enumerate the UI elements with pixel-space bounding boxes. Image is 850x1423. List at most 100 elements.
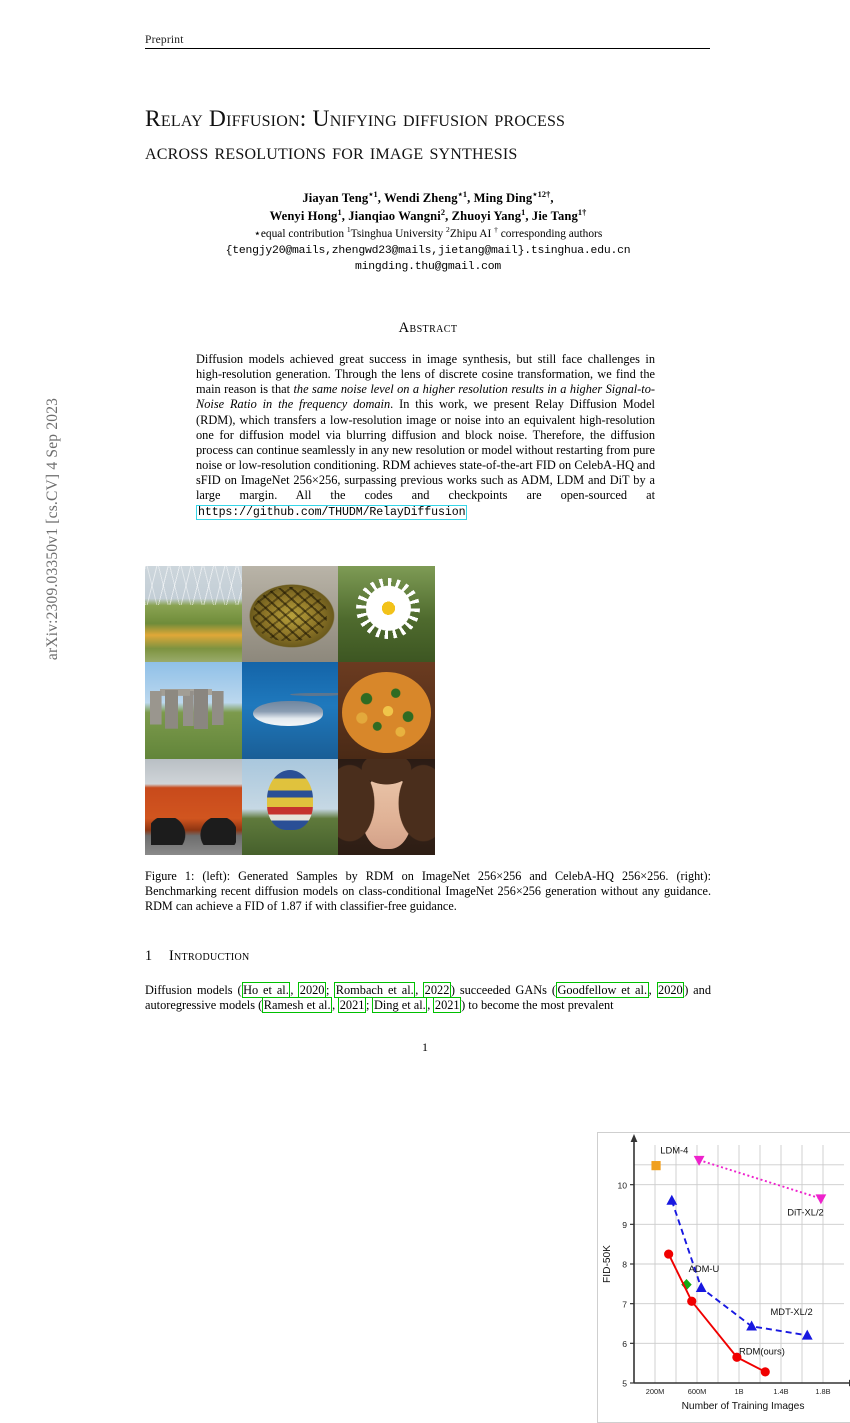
y-tick-label: 7 [622, 1299, 627, 1309]
y-axis-label: FID-50K [602, 1245, 613, 1283]
affil-3: corresponding authors [497, 228, 603, 240]
author-line-2: Wenyi Hong1, Jianqiao Wangni2, Zhuoyi Ya… [145, 208, 711, 226]
data-point-marker [801, 1329, 813, 1340]
introduction-paragraph: Diffusion models (Ho et al., 2020; Romba… [145, 982, 712, 1014]
author-2: , Wendi Zheng [377, 191, 458, 205]
data-point-marker [746, 1320, 757, 1331]
data-point-marker [651, 1161, 661, 1171]
series-ldm-4 [651, 1161, 661, 1171]
header-rule [145, 48, 710, 49]
author-3: , Ming Ding [467, 191, 533, 205]
y-tick-label: 8 [622, 1260, 627, 1270]
author-1-sup: ⋆1 [368, 189, 378, 199]
intro-seg-4: ) and autoregressive models ( [145, 983, 712, 1013]
author-5: , Jianqiao Wangni [341, 208, 441, 223]
author-block: Jiayan Teng⋆1, Wendi Zheng⋆1, Ming Ding⋆… [145, 190, 711, 276]
sample-image-stonehenge [145, 662, 242, 759]
x-tick-label: 1.8B [815, 1387, 830, 1396]
email-line-1: {tengjy20@mails,zhengwd23@mails,jietang@… [225, 244, 631, 257]
fid-chart-svg: 5 6 7 8 9 10 200M 600M 1B 1.4B 1.8B Number of Train… [602, 1134, 850, 1412]
data-point-marker [760, 1367, 770, 1377]
author-5-sup: 2 [440, 207, 446, 217]
affil-3-sup: † [494, 225, 498, 235]
y-tick-label: 9 [622, 1220, 627, 1230]
figure-1: 5 6 7 8 9 10 200M 600M 1B 1.4B 1.8B Number of Train… [145, 566, 850, 1423]
intro-sep-e: , [427, 998, 434, 1013]
abstract-emphasis: the same noise level on a higher resolut… [196, 382, 655, 412]
intro-sep-c: , [648, 983, 657, 997]
abstract-part-2: . In this work, we present Relay Diffusi… [196, 397, 656, 503]
arxiv-stamp: arXiv:2309.03350v1 [cs.CV] 4 Sep 2023 [44, 397, 61, 661]
sample-image-red-pickup-truck [145, 758, 242, 855]
title-line-1: Relay Diffusion: Unifying diffusion proc… [145, 106, 566, 132]
sample-image-hot-air-balloon [241, 758, 339, 855]
citation-year-2020b[interactable]: 2020 [656, 982, 685, 998]
section-heading-introduction: 1 Introduction [145, 948, 711, 965]
affil-1: Tsinghua University [350, 228, 447, 240]
affil-2-sup: 2 [446, 225, 450, 235]
page-number: 1 [422, 1040, 428, 1054]
data-point-marker [815, 1194, 827, 1205]
y-tick-label: 6 [622, 1339, 627, 1349]
intro-sep-a: , [290, 983, 299, 997]
x-tick-label: 600M [688, 1387, 707, 1396]
citation-ramesh-et-al[interactable]: Ramesh et al. [262, 997, 333, 1014]
title-line-2: across resolutions for image synthesis [145, 139, 518, 165]
equal-contribution-note: ⋆equal contribution [253, 228, 347, 240]
citation-ho-et-al[interactable]: Ho et al. [241, 982, 291, 998]
citation-year-2021a[interactable]: 2021 [338, 997, 366, 1014]
series-label-ldm-4: LDM-4 [660, 1145, 688, 1156]
intro-sep-d: , [332, 998, 339, 1013]
sample-image-great-white-shark [241, 662, 339, 759]
author-line-1: Jiayan Teng⋆1, Wendi Zheng⋆1, Ming Ding⋆… [145, 190, 711, 208]
series-label-mdt-xl-2: MDT-XL/2 [771, 1306, 813, 1317]
paper-page: arXiv:2309.03350v1 [cs.CV] 4 Sep 2023 Pr… [0, 0, 850, 1100]
figure-caption-line-2: (right): Benchmarking recent diffusion m… [145, 869, 712, 913]
author-6-sup: 1 [521, 207, 526, 217]
author-6: , Zhuoyi Yang [445, 208, 522, 223]
benchmark-chart: 5 6 7 8 9 10 200M 600M 1B 1.4B 1.8B Number of Train… [597, 1132, 850, 1423]
pizza-toppings [347, 677, 426, 748]
data-point-marker [693, 1155, 705, 1166]
intro-seg-3: ) succeeded GANs ( [450, 983, 556, 997]
figure-caption-line-1: Figure 1: (left): Generated Samples by R… [145, 869, 669, 883]
affil-2: Zhipu AI [449, 228, 495, 240]
citation-year-2022[interactable]: 2022 [423, 982, 451, 998]
section-title: Introduction [169, 948, 250, 964]
x-tick-label: 1B [734, 1387, 743, 1396]
intro-sep-b: , [415, 983, 424, 997]
portrait-hair [338, 758, 435, 855]
data-point-marker [687, 1296, 697, 1306]
citation-rombach-et-al[interactable]: Rombach et al. [334, 982, 416, 998]
intro-seg-5: ; [365, 998, 373, 1013]
repository-url-link[interactable]: https://github.com/THUDM/RelayDiffusion [196, 504, 468, 520]
series-label-adm-u: ADM-U [689, 1263, 720, 1274]
author-3-sup: ⋆12† [532, 189, 551, 199]
sample-image-celeba-portrait [338, 758, 435, 855]
series-label-rdm-ours-: RDM(ours) [739, 1345, 785, 1356]
series-label-dit-xl-2: DiT-XL/2 [787, 1207, 823, 1218]
affil-1-sup: 1 [346, 225, 351, 235]
figure-caption: Figure 1: (left): Generated Samples by R… [145, 869, 711, 914]
email-line-2: mingding.thu@gmail.com [355, 261, 501, 273]
page-title: Relay Diffusion: Unifying diffusion proc… [145, 103, 711, 169]
intro-seg-6: ) to become the most prevalent [461, 998, 614, 1013]
x-tick-label: 200M [646, 1387, 665, 1396]
citation-goodfellow-et-al[interactable]: Goodfellow et al. [555, 982, 649, 998]
sample-image-pizza [338, 662, 435, 759]
author-2-sup: ⋆1 [457, 189, 468, 199]
sample-image-greenhouse-flowers [145, 566, 242, 663]
citation-year-2020a[interactable]: 2020 [298, 982, 326, 998]
x-tick-label: 1.4B [773, 1387, 788, 1396]
running-header: Preprint [145, 34, 710, 49]
citation-ding-et-al[interactable]: Ding et al. [372, 997, 428, 1014]
data-point-marker [664, 1249, 674, 1259]
author-1: Jiayan Teng [302, 191, 369, 205]
y-tick-label: 5 [622, 1379, 627, 1389]
author-7-sup: 1† [577, 207, 587, 217]
sample-image-grid [145, 566, 435, 855]
affiliation-line: ⋆equal contribution 1Tsinghua University… [145, 226, 711, 243]
citation-year-2021b[interactable]: 2021 [433, 997, 462, 1014]
section-number: 1 [145, 948, 153, 964]
sample-image-daisy-flower [338, 566, 435, 663]
